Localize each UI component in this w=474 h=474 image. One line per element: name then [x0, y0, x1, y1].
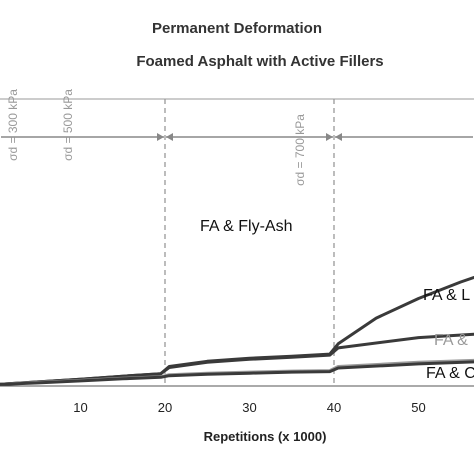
series-label: FA & — [434, 332, 468, 349]
series-line — [0, 360, 474, 386]
chart-title: Permanent Deformation — [152, 20, 322, 37]
stress-stage-label: σd = 700 kPa — [293, 114, 307, 186]
x-tick-label: 20 — [158, 400, 172, 415]
stage-arrow-head — [166, 133, 173, 141]
chart-subtitle: Foamed Asphalt with Active Fillers — [136, 53, 383, 70]
x-axis-label: Repetitions (x 1000) — [204, 429, 327, 444]
stress-stage-label: σd = 500 kPa — [61, 89, 75, 161]
plot-area: 1020304050607080901001101201301401501601… — [0, 89, 474, 415]
x-tick-label: 40 — [327, 400, 341, 415]
stress-stage-label: σd = 300 kPa — [6, 89, 20, 161]
x-tick-label: 50 — [411, 400, 425, 415]
series-label: FA & C — [426, 365, 474, 382]
series-label: FA & Fly-Ash — [200, 218, 292, 235]
stage-arrow-head — [335, 133, 342, 141]
x-tick-label: 10 — [73, 400, 87, 415]
stage-arrow-head — [326, 133, 333, 141]
x-tick-label: 30 — [242, 400, 256, 415]
series-label: FA & L — [423, 287, 470, 304]
series-line — [0, 332, 474, 386]
stage-arrow-head — [157, 133, 164, 141]
